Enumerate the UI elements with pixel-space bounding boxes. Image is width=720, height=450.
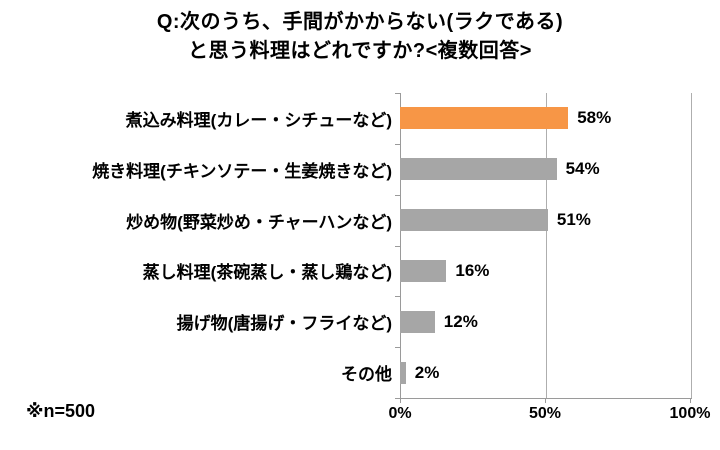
category-label: 揚げ物(唐揚げ・フライなど) (176, 314, 392, 334)
value-label: 2% (414, 362, 440, 382)
bar (400, 209, 548, 232)
value-label: 16% (455, 260, 490, 280)
bar (400, 259, 447, 282)
category-label: 煮込み料理(カレー・シチューなど) (125, 110, 392, 130)
category-label: 蒸し料理(茶碗蒸し・蒸し鶏など) (142, 263, 392, 283)
y-axis-tick (395, 398, 400, 399)
x-tick-label: 50% (528, 405, 562, 422)
bar-highlighted (400, 107, 569, 130)
y-axis-tick (395, 143, 400, 145)
bar (400, 158, 557, 181)
value-label: 54% (565, 159, 600, 179)
value-label: 51% (556, 210, 591, 230)
x-axis-tick (690, 398, 691, 403)
bar (400, 361, 406, 384)
chart-title: Q:次のうち、手間がかからない(ラクである) と思う料理はどれですか?<複数回答… (0, 8, 720, 66)
y-axis-tick (395, 93, 400, 94)
vertical-gridline (546, 93, 547, 398)
value-label: 12% (443, 311, 478, 331)
chart-title-line2: と思う料理はどれですか?<複数回答> (188, 40, 532, 62)
x-tick-label: 100% (669, 405, 711, 422)
x-axis-tick (545, 398, 546, 403)
chart-title-line1: Q:次のうち、手間がかからない(ラクである) (156, 11, 564, 33)
y-axis-tick (395, 194, 400, 196)
x-tick-label: 0% (388, 405, 412, 422)
category-label: 焼き料理(チキンソテー・生姜焼きなど) (92, 161, 392, 181)
value-label: 58% (577, 108, 612, 128)
category-label: その他 (341, 365, 392, 385)
y-axis-tick (395, 245, 400, 247)
vertical-gridline (691, 93, 692, 398)
bar (400, 310, 435, 333)
y-axis-tick (395, 296, 400, 298)
plot-area (400, 93, 692, 398)
x-axis-line (395, 398, 692, 399)
x-axis-tick (400, 398, 401, 403)
y-axis-tick (395, 347, 400, 349)
sample-size-note: ※n=500 (26, 401, 96, 421)
category-label: 炒め物(野菜炒め・チャーハンなど) (126, 212, 392, 232)
